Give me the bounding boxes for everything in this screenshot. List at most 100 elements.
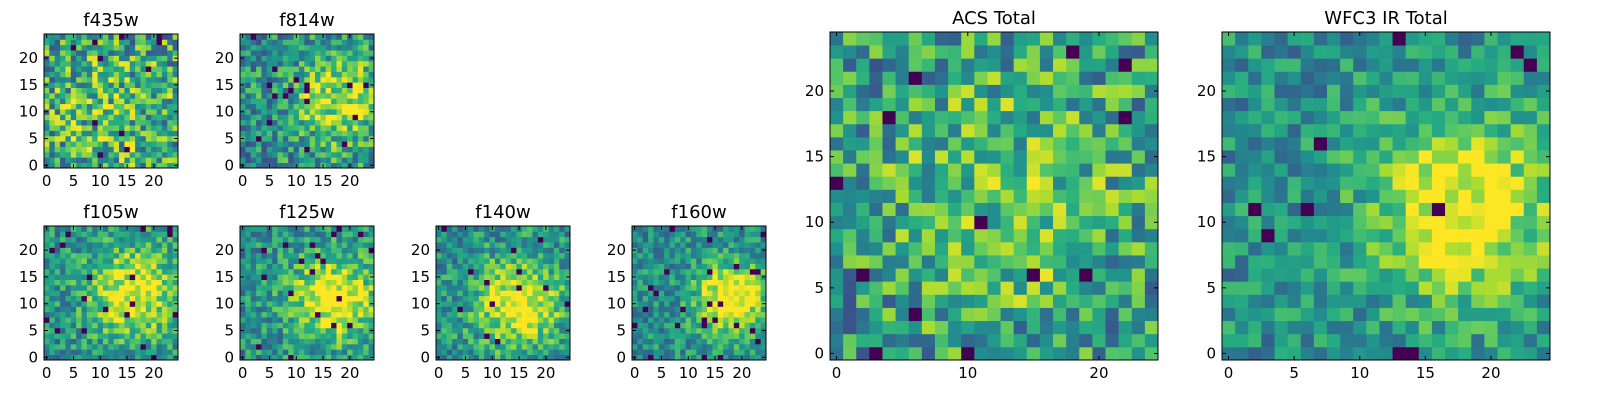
heatmap-cell (1287, 176, 1302, 190)
heatmap-cell (1392, 294, 1407, 308)
heatmap-cell (102, 151, 109, 158)
heatmap-cell (272, 306, 278, 313)
heatmap-cell (113, 268, 120, 275)
heatmap-cell (637, 274, 644, 280)
heatmap-cell (895, 268, 910, 282)
heatmap-cell (129, 263, 136, 270)
heatmap-cell (755, 306, 762, 313)
heatmap-cell (457, 231, 464, 238)
heatmap-cell (97, 125, 104, 131)
heatmap-cell (293, 242, 300, 248)
heatmap-cell (97, 141, 104, 147)
heatmap-cell (167, 343, 174, 350)
heatmap-cell (135, 322, 141, 329)
heatmap-cell (457, 317, 464, 323)
heatmap-cell (309, 258, 316, 264)
heatmap-cell (352, 39, 359, 46)
heatmap-cell (908, 110, 923, 125)
heatmap-cell (1000, 97, 1015, 112)
heatmap-cell (500, 306, 507, 313)
heatmap-cell (156, 333, 163, 339)
heatmap-cell (696, 284, 703, 291)
heatmap-cell (102, 226, 109, 232)
heatmap-cell (357, 141, 364, 147)
heatmap-cell (282, 151, 289, 158)
heatmap-cell (135, 242, 141, 248)
heatmap-cell (1118, 163, 1133, 177)
heatmap-cell (908, 97, 923, 112)
y-tick-label: 10 (215, 295, 234, 313)
heatmap-cell (521, 242, 528, 248)
heatmap-cell (436, 268, 442, 275)
heatmap-cell (882, 176, 896, 190)
heatmap-cell (172, 103, 179, 110)
heatmap-cell (167, 92, 174, 99)
heatmap-cell (457, 338, 464, 345)
heatmap-cell (869, 58, 883, 72)
heatmap-cell (156, 157, 163, 164)
heatmap-cell (240, 92, 246, 99)
heatmap-cell (352, 311, 359, 318)
heatmap-cell (341, 338, 348, 345)
heatmap-cell (1039, 32, 1054, 46)
heatmap-cell (559, 284, 566, 291)
heatmap-cell (70, 87, 77, 94)
heatmap-cell (648, 231, 654, 238)
heatmap-cell (1000, 163, 1015, 177)
heatmap-cell (1300, 241, 1315, 256)
heatmap-cell (749, 349, 756, 356)
heatmap-cell (86, 146, 93, 153)
heatmap-cell (86, 92, 93, 99)
heatmap-cell (250, 103, 257, 110)
heatmap-cell (744, 236, 751, 243)
heatmap-cell (336, 295, 343, 302)
heatmap-cell (113, 125, 120, 131)
heatmap-cell (357, 71, 364, 78)
heatmap-cell (1445, 189, 1459, 203)
heatmap-cell (325, 103, 332, 110)
heatmap-cell (151, 284, 157, 291)
heatmap-cell (331, 274, 337, 280)
heatmap-cell (961, 176, 975, 190)
heatmap-cell (140, 125, 147, 131)
heatmap-cell (537, 317, 544, 323)
heatmap-cell (309, 98, 316, 105)
heatmap-cell (363, 125, 370, 131)
heatmap-cell (129, 290, 136, 297)
heatmap-cell (368, 306, 375, 313)
heatmap-cell (760, 311, 767, 318)
heatmap-cell (961, 163, 975, 177)
heatmap-cell (108, 349, 115, 356)
heatmap-cell (256, 44, 262, 51)
heatmap-cell (653, 247, 660, 254)
heatmap-cell (320, 258, 327, 264)
heatmap-cell (70, 71, 77, 78)
heatmap-cell (240, 103, 246, 110)
heatmap-cell (167, 87, 174, 94)
heatmap-cell (1340, 346, 1354, 361)
heatmap-cell (129, 306, 136, 313)
heatmap-cell (696, 301, 703, 307)
heatmap-cell (124, 66, 131, 72)
heatmap-cell (908, 163, 923, 177)
heatmap-cell (272, 263, 278, 270)
heatmap-cell (446, 301, 453, 307)
heatmap-cell (1471, 255, 1485, 269)
heatmap-cell (240, 146, 246, 153)
heatmap-cell (559, 268, 566, 275)
heatmap-cell (119, 130, 125, 137)
heatmap-cell (974, 228, 988, 243)
heatmap-cell (674, 242, 681, 248)
heatmap-cell (288, 82, 294, 88)
heatmap-cell (92, 311, 98, 318)
heatmap-cell (755, 268, 762, 275)
heatmap-cell (1353, 281, 1367, 295)
heatmap-cell (65, 327, 72, 334)
heatmap-cell (266, 311, 273, 318)
heatmap-cell (119, 322, 125, 329)
heatmap-cell (92, 141, 98, 147)
heatmap-cell (1274, 189, 1288, 203)
heatmap-cell (76, 317, 82, 323)
heatmap-cell (60, 114, 66, 121)
heatmap-cell (1353, 320, 1367, 335)
